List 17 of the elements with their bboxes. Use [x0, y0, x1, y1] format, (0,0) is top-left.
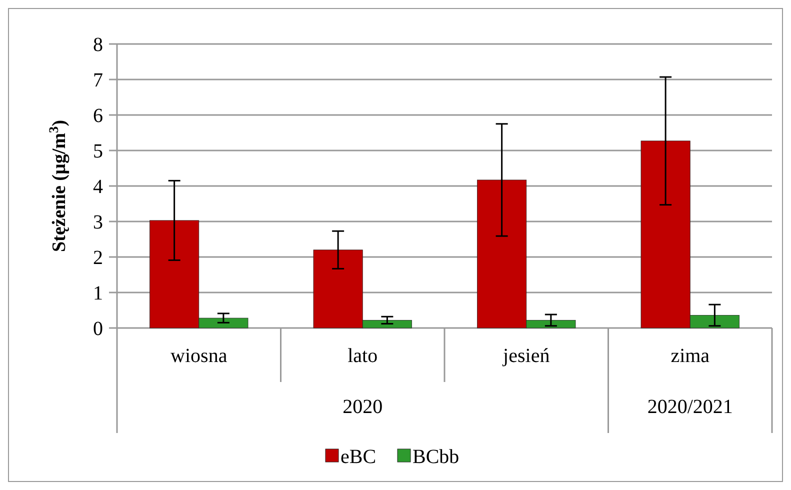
x-tick-label: jesień [502, 345, 550, 367]
x-tick-label: zima [670, 345, 710, 367]
y-tick-label: 1 [93, 282, 103, 304]
text: 2020 [342, 396, 383, 418]
y-tick-label: 2 [93, 247, 103, 269]
y-tick-label: 3 [93, 212, 103, 234]
legend-label: BCbb [412, 446, 460, 468]
x-tick-label: lato [348, 345, 378, 367]
y-tick-label: 0 [93, 318, 103, 340]
x-tick-label: wiosna [170, 345, 228, 367]
legend-label: eBC [340, 446, 376, 468]
y-tick-label: 5 [93, 140, 103, 162]
y-tick-label: 8 [93, 34, 103, 56]
y-tick-label: 4 [93, 176, 103, 198]
y-tick-label: 6 [93, 105, 103, 127]
y-tick-label: 7 [93, 70, 103, 92]
text: 2020/2021 [647, 396, 733, 418]
